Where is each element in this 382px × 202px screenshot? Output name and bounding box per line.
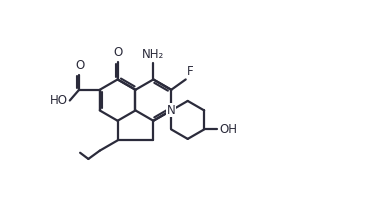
Text: O: O <box>76 59 85 72</box>
Text: N: N <box>167 104 176 117</box>
Text: NH₂: NH₂ <box>142 48 165 61</box>
Text: HO: HO <box>50 94 68 107</box>
Text: OH: OH <box>219 123 237 136</box>
Text: F: F <box>187 65 193 78</box>
Text: O: O <box>113 46 122 59</box>
